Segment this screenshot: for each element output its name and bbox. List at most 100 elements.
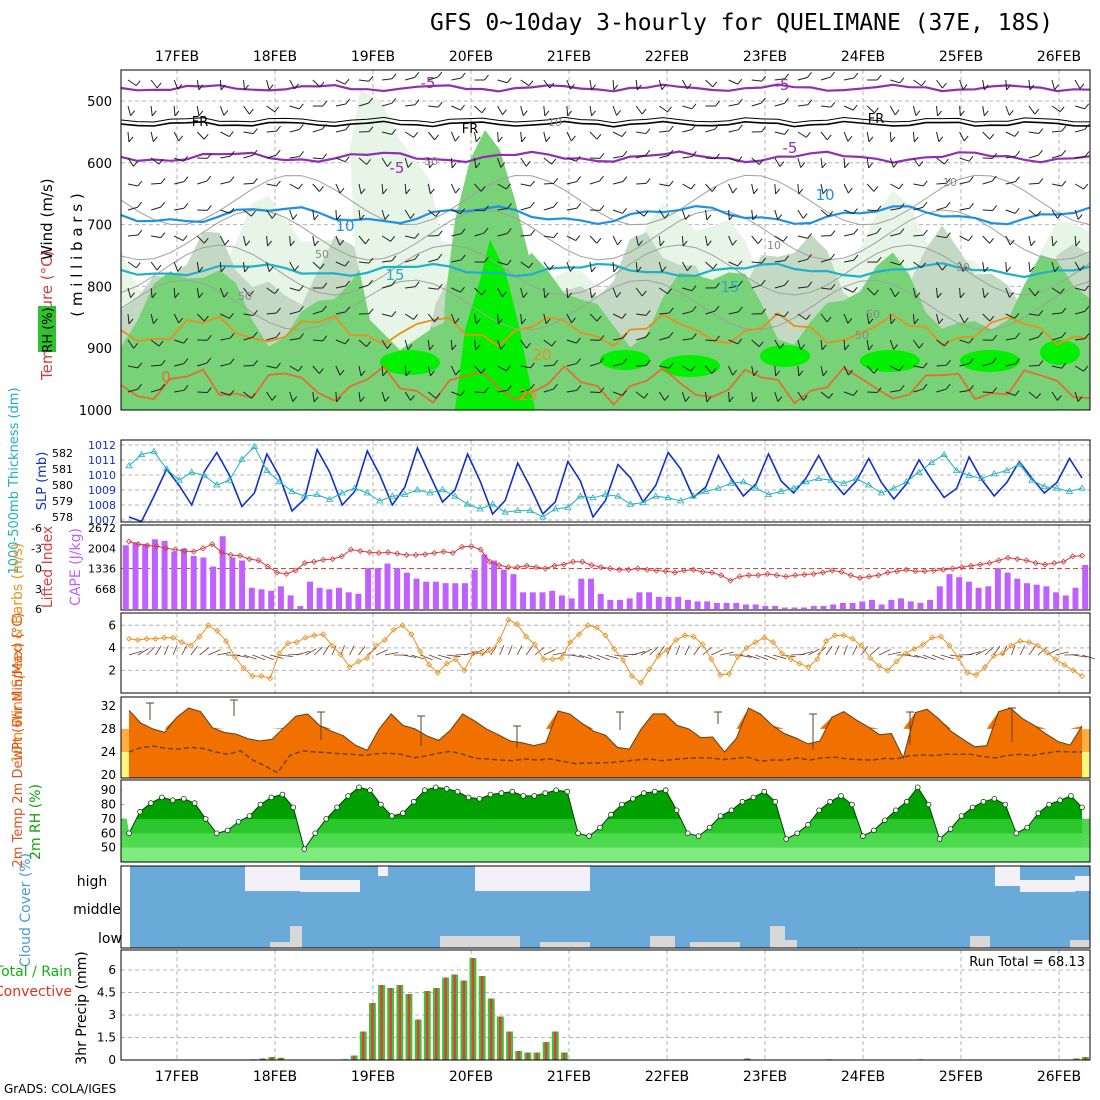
cape-bar	[491, 560, 498, 609]
cape-bar	[549, 590, 556, 609]
thickness-point	[840, 479, 848, 486]
wind-barb	[427, 391, 437, 399]
wind-barb-flag	[868, 136, 874, 143]
precip-bar-convective	[398, 985, 402, 1060]
li-point	[801, 571, 808, 578]
wind-barb-flag	[135, 262, 141, 269]
cape-bar	[210, 566, 217, 609]
cape-bar	[704, 601, 711, 609]
wind-barb-flag	[728, 396, 734, 403]
wind-barb-flag	[545, 318, 551, 325]
thickness-point	[952, 466, 961, 473]
thickness-label: 1000-500mb Thickness (dm)	[7, 387, 22, 574]
wind-barb-flag	[712, 263, 718, 270]
precip-bar-convective	[352, 1055, 356, 1060]
wind-barb-flag	[437, 253, 443, 260]
wind-barb	[543, 388, 554, 393]
wind-barb	[381, 365, 384, 377]
wind-barb	[266, 79, 270, 90]
wind-barb-flag	[1038, 331, 1043, 338]
wind-barb-flag	[830, 283, 836, 290]
precip-bar-convective	[508, 1031, 511, 1060]
wind-barb-flag	[645, 149, 651, 156]
li-tick-label: 3	[35, 583, 42, 596]
wind-barb	[890, 233, 901, 237]
thickness-point	[401, 490, 409, 497]
rh2m-point	[608, 811, 614, 818]
precip-run-total: Run Total = 68.13	[969, 955, 1085, 970]
wind-barb-flag	[529, 201, 535, 208]
cape-bar	[936, 586, 943, 609]
wind-barb-flag	[410, 213, 415, 219]
cape-bar	[743, 604, 749, 609]
wind-barb	[174, 181, 185, 185]
cape-bar	[1014, 578, 1021, 609]
li-point	[570, 558, 577, 565]
cape-bar	[151, 539, 158, 609]
wind-barb	[705, 157, 716, 160]
wind-barb	[566, 261, 571, 272]
wind-barb	[658, 209, 666, 219]
cloud-low-bar	[290, 926, 302, 948]
wind-barb	[636, 336, 646, 341]
wind10-barb	[1055, 651, 1069, 656]
wind-barb	[1028, 209, 1038, 217]
wind-barb-flag	[922, 229, 928, 236]
wind10-barb	[420, 654, 433, 661]
wind10-barb	[967, 651, 981, 656]
li-point	[597, 564, 604, 571]
rh2m-mask	[121, 780, 1090, 850]
cape-bar	[452, 583, 459, 609]
wind-barb-flag	[321, 305, 327, 312]
wind-barb	[151, 182, 162, 185]
wind-barb-flag	[915, 110, 921, 116]
wind10-point	[796, 660, 803, 667]
thickness-point	[664, 494, 672, 501]
wind-barb-flag	[1059, 106, 1065, 113]
wind-barb-flag	[460, 72, 466, 79]
wind10-point	[787, 656, 794, 663]
wind10-barb	[261, 654, 274, 660]
wind-barb	[566, 181, 577, 185]
wind10-point	[673, 636, 680, 644]
wind-tick-label: 4	[108, 641, 116, 655]
wind-barb	[705, 261, 714, 270]
cape-bar	[820, 606, 827, 609]
wind-barb-flag	[206, 153, 212, 159]
wind-barb	[358, 157, 367, 165]
wind10-point	[593, 624, 600, 631]
wind-barb	[774, 131, 785, 135]
wind-barb	[774, 235, 784, 242]
wind-barb-flag	[777, 396, 783, 402]
wind10-point	[902, 650, 909, 657]
wind-barb-flag	[805, 132, 811, 138]
wind-barb-flag	[992, 205, 998, 211]
wind-barb	[659, 154, 670, 159]
thickness-point	[927, 458, 936, 465]
wind-barb-flag	[899, 228, 905, 234]
wind-barb	[589, 180, 600, 185]
temp-line	[128, 707, 1083, 760]
cape-bar	[568, 598, 575, 609]
wind-barb-flag	[991, 357, 997, 364]
wind-barb	[889, 313, 892, 325]
wind-barb-flag	[484, 387, 489, 393]
cape-label: CAPE (J/kg)	[68, 528, 84, 606]
wind10-point	[258, 673, 265, 680]
wind-barb-flag	[876, 256, 882, 263]
li-point	[866, 573, 873, 580]
precip-bar-convective	[563, 1052, 566, 1060]
wind-barb-flag	[298, 103, 304, 110]
wind-barb	[1051, 312, 1062, 315]
precip-bar-convective	[535, 1052, 539, 1060]
li-point	[486, 558, 493, 565]
wind-barb-flag	[434, 316, 439, 323]
wind10-point	[461, 667, 468, 674]
wind-barb-flag	[737, 260, 743, 267]
wind-barb-flag	[228, 131, 234, 137]
wind-barb	[936, 206, 947, 211]
temp-tick-label: 28	[101, 722, 116, 736]
cape-bar	[171, 551, 178, 609]
wind-barb	[774, 391, 779, 402]
rh-contour-label: 50	[238, 290, 252, 303]
